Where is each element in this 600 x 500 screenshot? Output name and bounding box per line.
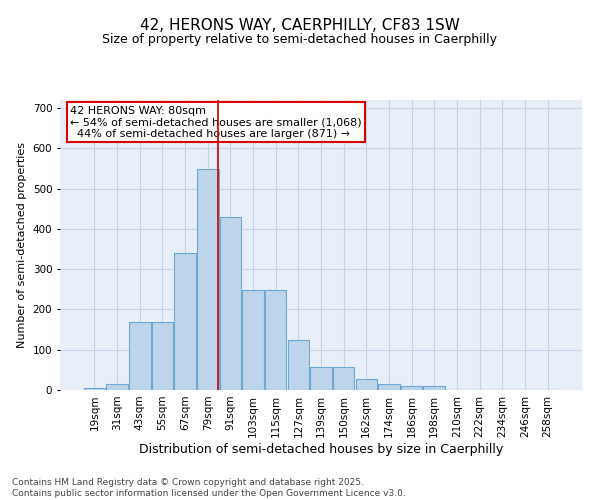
Text: Contains HM Land Registry data © Crown copyright and database right 2025.
Contai: Contains HM Land Registry data © Crown c… (12, 478, 406, 498)
Text: 42 HERONS WAY: 80sqm
← 54% of semi-detached houses are smaller (1,068)
  44% of : 42 HERONS WAY: 80sqm ← 54% of semi-detac… (70, 106, 362, 139)
X-axis label: Distribution of semi-detached houses by size in Caerphilly: Distribution of semi-detached houses by … (139, 442, 503, 456)
Bar (220, 217, 241, 390)
Bar (106, 384, 128, 390)
Bar (129, 322, 151, 390)
Bar (152, 322, 173, 390)
Bar (424, 386, 445, 390)
Bar (197, 170, 218, 390)
Bar (401, 386, 422, 390)
Bar (378, 384, 400, 390)
Bar (242, 290, 264, 390)
Bar (333, 366, 355, 390)
Bar (265, 290, 286, 390)
Bar (175, 253, 196, 390)
Y-axis label: Number of semi-detached properties: Number of semi-detached properties (17, 142, 27, 348)
Bar (310, 366, 332, 390)
Bar (287, 340, 309, 390)
Bar (84, 388, 105, 390)
Text: 42, HERONS WAY, CAERPHILLY, CF83 1SW: 42, HERONS WAY, CAERPHILLY, CF83 1SW (140, 18, 460, 32)
Bar (356, 378, 377, 390)
Text: Size of property relative to semi-detached houses in Caerphilly: Size of property relative to semi-detach… (103, 32, 497, 46)
